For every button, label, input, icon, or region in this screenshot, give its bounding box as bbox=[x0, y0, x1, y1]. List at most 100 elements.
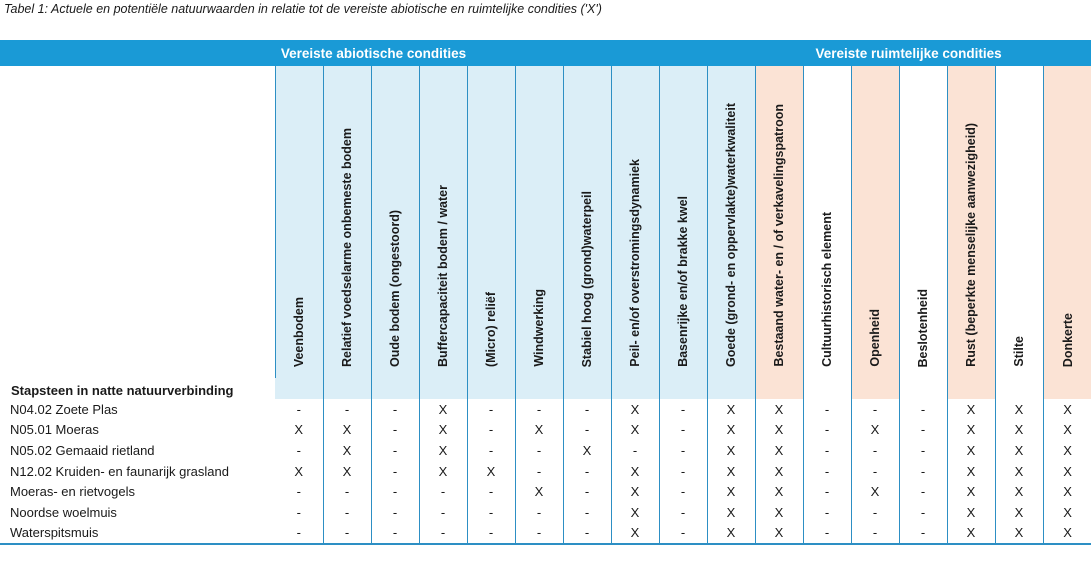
table-cell: - bbox=[803, 501, 852, 523]
table-cell: - bbox=[515, 440, 564, 461]
table-cell: - bbox=[371, 399, 420, 420]
table-cell: - bbox=[419, 501, 468, 523]
col-voedselarme-bodem: Relatief voedselarme onbemeste bodem bbox=[323, 66, 372, 378]
row-label: N12.02 Kruiden- en faunarijk grasland bbox=[10, 463, 229, 479]
table-cell: X bbox=[947, 501, 996, 523]
table-cell: X bbox=[707, 522, 756, 546]
table-cell: - bbox=[371, 419, 420, 441]
table-cell: X bbox=[755, 460, 804, 482]
table-cell: X bbox=[611, 460, 660, 482]
col-verkavelingspatroon: Bestaand water- en / of verkavelingspatr… bbox=[755, 66, 804, 378]
table-cell: X bbox=[323, 419, 372, 441]
table-cell: X bbox=[995, 501, 1044, 523]
table-cell: X bbox=[755, 501, 804, 523]
corner-cell bbox=[0, 66, 276, 378]
table-cell: - bbox=[467, 419, 516, 441]
table-cell: X bbox=[611, 501, 660, 523]
table-cell: X bbox=[995, 460, 1044, 482]
table-cell: X bbox=[419, 460, 468, 482]
table-cell: - bbox=[659, 481, 708, 502]
table-cell: X bbox=[755, 440, 804, 461]
natuurwaarden-table: Vereiste abiotische condities Vereiste r… bbox=[0, 40, 1091, 546]
table-cell: - bbox=[467, 501, 516, 523]
table-cell: - bbox=[323, 522, 372, 546]
table-cell: X bbox=[611, 419, 660, 441]
col-kwel: Basenrijke en/of brakke kwel bbox=[659, 66, 708, 378]
table-cell: - bbox=[851, 501, 900, 523]
table-cell: - bbox=[515, 460, 564, 482]
table-cell: - bbox=[371, 460, 420, 482]
table-cell: X bbox=[1043, 522, 1091, 546]
table-cell: X bbox=[947, 481, 996, 502]
col-cultuurhistorisch: Cultuurhistorisch element bbox=[803, 66, 852, 378]
table-cell: - bbox=[899, 440, 948, 461]
table-cell: - bbox=[419, 481, 468, 502]
table-cell: X bbox=[611, 522, 660, 546]
table-row: N04.02 Zoete Plas - - - X - - - X - X X - - - X X X bbox=[0, 399, 1091, 420]
col-buffercapaciteit: Buffercapaciteit bodem / water bbox=[419, 66, 468, 378]
table-cell: - bbox=[563, 419, 612, 441]
col-waterkwaliteit: Goede (grond- en oppervlakte)waterkwalit… bbox=[707, 66, 756, 378]
table-cell: X bbox=[707, 419, 756, 441]
col-peil-dynamiek: Peil- en/of overstromingsdynamiek bbox=[611, 66, 660, 378]
table-cell: - bbox=[323, 399, 372, 420]
table-cell: - bbox=[563, 399, 612, 420]
table-cell: - bbox=[851, 460, 900, 482]
table-row: Noordse woelmuis - - - - - - - X - X X - - - X X X bbox=[0, 501, 1091, 523]
table-cell: - bbox=[899, 419, 948, 441]
table-cell: X bbox=[995, 419, 1044, 441]
table-cell: X bbox=[995, 399, 1044, 420]
table-cell: - bbox=[275, 501, 324, 523]
row-label: N05.02 Gemaaid rietland bbox=[10, 442, 155, 458]
table-cell: X bbox=[755, 481, 804, 502]
col-beslotenheid: Beslotenheid bbox=[899, 66, 948, 378]
table-cell: - bbox=[371, 501, 420, 523]
row-label: Moeras- en rietvogels bbox=[10, 484, 135, 500]
table-cell: - bbox=[563, 522, 612, 546]
spatial-group-title: Vereiste ruimtelijke condities bbox=[707, 40, 1091, 66]
col-stilte: Stilte bbox=[995, 66, 1044, 378]
row-label: N04.02 Zoete Plas bbox=[10, 401, 118, 417]
table-cell: X bbox=[419, 440, 468, 461]
table-cell: - bbox=[851, 399, 900, 420]
table-cell: - bbox=[467, 399, 516, 420]
row-label: Noordse woelmuis bbox=[10, 504, 117, 520]
table-cell: X bbox=[755, 522, 804, 546]
table-cell: X bbox=[707, 481, 756, 502]
table-row: Moeras- en rietvogels - - - - - X - X - X X - X - X X X bbox=[0, 481, 1091, 502]
table-cell: - bbox=[323, 501, 372, 523]
table-cell: - bbox=[659, 419, 708, 441]
table-cell: X bbox=[947, 460, 996, 482]
table-cell: X bbox=[851, 419, 900, 441]
table-cell: - bbox=[803, 399, 852, 420]
table-cell: X bbox=[1043, 481, 1091, 502]
table-cell: - bbox=[899, 522, 948, 546]
table-cell: - bbox=[899, 399, 948, 420]
table-cell: - bbox=[659, 460, 708, 482]
table-row: N05.02 Gemaaid rietland - X - X - - X - - X X - - - X X X bbox=[0, 440, 1091, 461]
table-cell: - bbox=[371, 481, 420, 502]
table-cell: - bbox=[275, 522, 324, 546]
table-cell: - bbox=[803, 440, 852, 461]
table-cell: - bbox=[467, 522, 516, 546]
table-cell: - bbox=[515, 399, 564, 420]
table-cell: X bbox=[995, 522, 1044, 546]
table-cell: X bbox=[1043, 501, 1091, 523]
table-cell: X bbox=[323, 460, 372, 482]
table-cell: X bbox=[1043, 460, 1091, 482]
table-cell: X bbox=[947, 419, 996, 441]
table-cell: - bbox=[659, 440, 708, 461]
table-cell: X bbox=[275, 460, 324, 482]
table-cell: - bbox=[803, 460, 852, 482]
row-label: N05.01 Moeras bbox=[10, 422, 99, 438]
table-cell: X bbox=[275, 419, 324, 441]
col-openheid: Openheid bbox=[851, 66, 900, 378]
table-cell: - bbox=[899, 460, 948, 482]
table-cell: X bbox=[563, 440, 612, 461]
table-cell: - bbox=[899, 501, 948, 523]
col-stabiel-waterpeil: Stabiel hoog (grond)waterpeil bbox=[563, 66, 612, 378]
row-label: Waterspitsmuis bbox=[0, 522, 275, 546]
col-rust: Rust (beperkte menselijke aanwezigheid) bbox=[947, 66, 996, 378]
table-cell: - bbox=[803, 419, 852, 441]
table-cell: X bbox=[851, 481, 900, 502]
